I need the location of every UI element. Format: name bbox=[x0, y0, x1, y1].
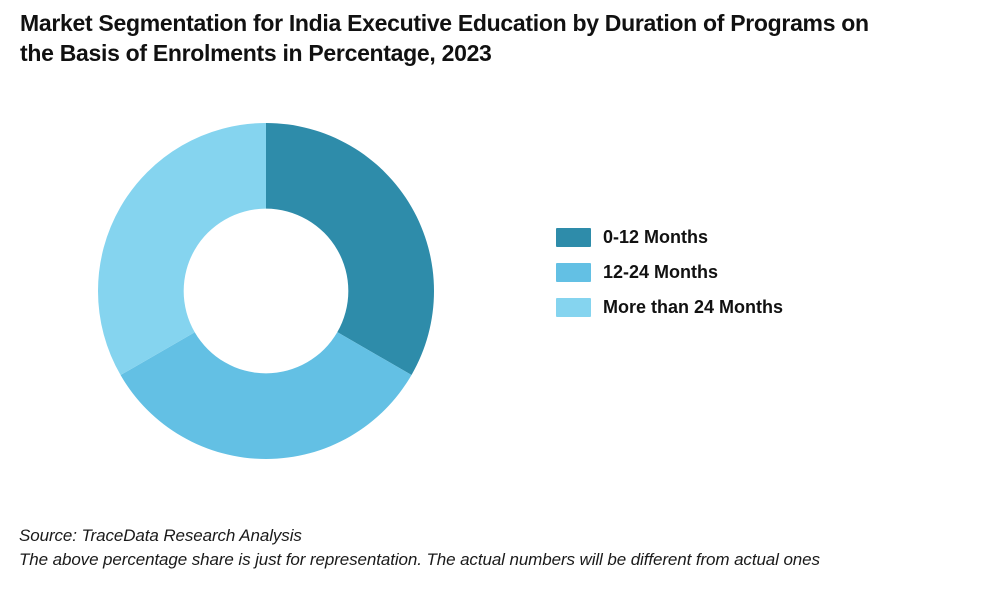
legend-item-more-than-24-months: More than 24 Months bbox=[556, 297, 784, 317]
pie-segment-12-24-months bbox=[120, 332, 412, 460]
legend-label-12-24-months: 12-24 Months bbox=[603, 262, 719, 282]
legend-label-0-12-months: 0-12 Months bbox=[603, 227, 709, 247]
legend-label-more-than-24-months: More than 24 Months bbox=[603, 297, 784, 317]
legend-swatch-12-24-months bbox=[556, 263, 591, 282]
legend: 0-12 Months 12-24 Months More than 24 Mo… bbox=[556, 227, 784, 317]
source-note: Source: TraceData Research Analysis bbox=[19, 526, 302, 545]
legend-item-0-12-months: 0-12 Months bbox=[556, 227, 783, 247]
legend-swatch-more-than-24-months bbox=[556, 298, 591, 317]
pie-segment-0-12-months bbox=[266, 123, 435, 375]
pie-segment-more-than-24-months bbox=[97, 123, 266, 376]
legend-swatch-0-12-months bbox=[556, 228, 591, 247]
donut-chart bbox=[97, 123, 435, 460]
disclaimer-note: The above percentage share is just for r… bbox=[19, 550, 820, 569]
footer: Source: TraceData Research Analysis The … bbox=[19, 524, 820, 572]
legend-item-12-24-months: 12-24 Months bbox=[556, 262, 783, 282]
chart-title-line-2: the Basis of Enrolments in Percentage, 2… bbox=[20, 40, 492, 66]
chart-title: Market Segmentation for India Executive … bbox=[20, 8, 869, 68]
chart-title-line-1: Market Segmentation for India Executive … bbox=[20, 10, 869, 36]
